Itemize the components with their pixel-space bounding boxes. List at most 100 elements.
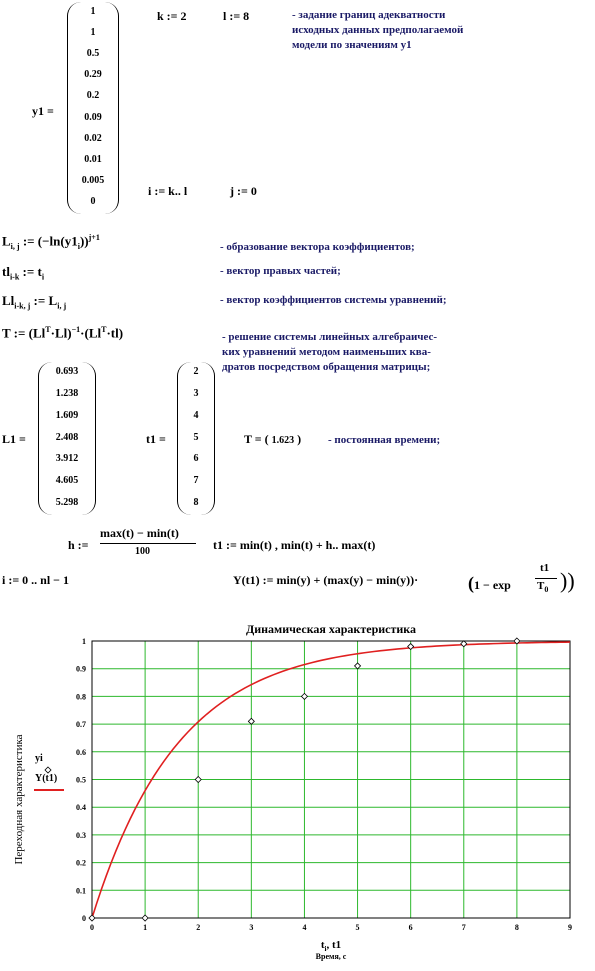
formula-Y-frac-den: T0 [537, 580, 549, 595]
y1-element: 1 [90, 5, 96, 17]
formula-Ll: Lli-k, j := Li, j [2, 293, 67, 311]
x-tick-label: 8 [515, 923, 519, 932]
formula-Y: Y(t1) := min(y) + (max(y) − min(y))· [233, 573, 419, 587]
param-l: l := 8 [223, 9, 250, 23]
L1-vector: 0.693 1.238 1.609 2.408 3.912 4.605 5.298 [38, 362, 96, 515]
series-y-point [407, 642, 415, 651]
y-tick-label: 0.1 [76, 886, 86, 895]
L1-element: 2.408 [55, 431, 79, 443]
series-y-point [460, 640, 468, 648]
y1-element: 0.2 [86, 90, 100, 102]
fraction-line-Y [535, 578, 557, 579]
formula-L: Li, j := (−ln(y1i))j+1 [2, 233, 100, 251]
y-tick-label: 0.8 [76, 692, 86, 701]
T-result-value: 1.623 [271, 435, 295, 446]
y1-element: 1 [90, 26, 96, 38]
x-tick-label: 9 [568, 923, 572, 932]
series-y-point [513, 637, 521, 645]
x-tick-label: 3 [249, 923, 253, 932]
y1-element: 0.5 [86, 48, 100, 59]
series-y-point [141, 914, 149, 922]
formula-Y-frac-num: t1 [540, 562, 550, 574]
x-tick-label: 1 [143, 923, 147, 932]
t1-label: t1 = [146, 432, 166, 446]
t1-element: 3 [193, 387, 199, 399]
L1-element: 3.912 [55, 453, 79, 465]
t1-vector: 2 3 4 5 6 7 8 [177, 362, 215, 515]
T-result: T = ( 1.623 ) [244, 432, 302, 446]
t1-element: 6 [193, 453, 199, 465]
y-tick-label: 0.4 [76, 803, 86, 812]
x-tick-label: 6 [409, 923, 413, 932]
note-rhs: - вектор правых частей; [220, 265, 341, 277]
x-tick-label: 5 [356, 923, 360, 932]
note-solve: - решение системы линейных алгебраичес- … [222, 330, 437, 375]
y-tick-label: 0.6 [76, 748, 86, 757]
y-tick-label: 0.3 [76, 831, 86, 840]
L1-element: 1.238 [55, 387, 79, 399]
series-y-point [247, 717, 255, 725]
y-tick-label: 0.9 [76, 665, 86, 674]
x-axis-label: Время, с [316, 952, 347, 961]
note-bounds: - задание границ адекватности исходных д… [292, 8, 463, 53]
series-Y-curve [91, 641, 571, 919]
note-solve-line-1: - решение системы линейных алгебраичес- [222, 331, 438, 343]
x-tick-label: 2 [196, 923, 200, 932]
series-y-point [194, 775, 202, 784]
note-solve-line-3: дратов посредством обращения матрицы; [222, 361, 431, 373]
note-solve-line-2: ких уравнений методом наименьших ква- [222, 346, 431, 358]
y1-element: 0.29 [84, 69, 102, 81]
t1-element: 2 [193, 365, 199, 377]
x-tick-label: 0 [90, 923, 94, 932]
y-tick-label: 0 [82, 914, 86, 923]
y-tick-label: 0.7 [76, 720, 86, 729]
x-tick-label: 7 [462, 923, 466, 932]
plot-frame [91, 640, 571, 919]
legend-Y: Y(t1) [35, 773, 57, 784]
formula-Y-tail: (1 − exp [468, 573, 511, 593]
series-y-point [353, 662, 362, 670]
param-k: k := 2 [157, 9, 187, 23]
series-y-point [88, 914, 96, 922]
legend-point-marker [44, 766, 52, 774]
t1-element: 8 [193, 497, 199, 509]
y-tick-label: 0.2 [76, 859, 86, 868]
L1-label: L1 = [2, 432, 26, 446]
L1-element: 5.298 [55, 497, 79, 509]
formula-h-den: 100 [135, 546, 150, 557]
x-axis-symbol: ti, t1 [321, 939, 341, 953]
formula-h-num: max(t) − min(t) [100, 526, 179, 540]
t1-element: 5 [193, 431, 199, 443]
chart-title: Динамическая характеристика [246, 622, 416, 636]
formula-t1-range: t1 := min(t) , min(t) + h.. max(t) [213, 538, 376, 552]
note-vec-coef: - образование вектора коэффициентов; [220, 241, 415, 253]
note-bounds-line-1: - задание границ адекватности [292, 9, 446, 21]
formula-T: T := (LlT·Ll)−1·(LlT·tl) [2, 325, 124, 341]
note-sys-coef: - вектор коэффициентов системы уравнений… [220, 294, 447, 306]
formula-i-range: i := 0 .. nl − 1 [2, 573, 70, 587]
dynamic-characteristic-chart: 0 1 2 3 4 5 6 7 8 9 0 0.1 0.2 0.3 0.4 0.5 0.6 0.7 0.8 0.9 1 Д… [13, 622, 572, 961]
fraction-line [100, 543, 196, 544]
series-y-point [300, 692, 309, 700]
L1-element: 4.605 [55, 475, 79, 487]
y-axis-label: Переходная характеристика [13, 734, 25, 864]
param-i: i := k.. l [148, 184, 188, 198]
t1-element: 7 [193, 475, 199, 487]
y1-element: 0.02 [84, 132, 102, 144]
note-bounds-line-3: модели по значениям y1 [292, 39, 412, 51]
t1-element: 4 [193, 409, 199, 421]
y1-label: y1 = [32, 104, 54, 118]
L1-element: 1.609 [55, 409, 79, 421]
x-tick-label: 4 [302, 923, 306, 932]
param-j: j := 0 [230, 184, 257, 198]
note-bounds-line-2: исходных данных предполагаемой [292, 24, 464, 36]
L1-element: 0.693 [55, 365, 79, 377]
y-tick-label: 1 [82, 637, 86, 646]
y1-element: 0 [90, 196, 96, 208]
y1-element: 0.005 [81, 175, 105, 187]
y1-element: 0.01 [84, 154, 102, 165]
y1-vector: 1 1 0.5 0.29 0.2 0.09 0.02 0.01 0.005 0 [67, 2, 119, 214]
y1-element: 0.09 [84, 111, 102, 123]
y-tick-label: 0.5 [76, 776, 86, 785]
legend-y: yi [35, 753, 43, 764]
